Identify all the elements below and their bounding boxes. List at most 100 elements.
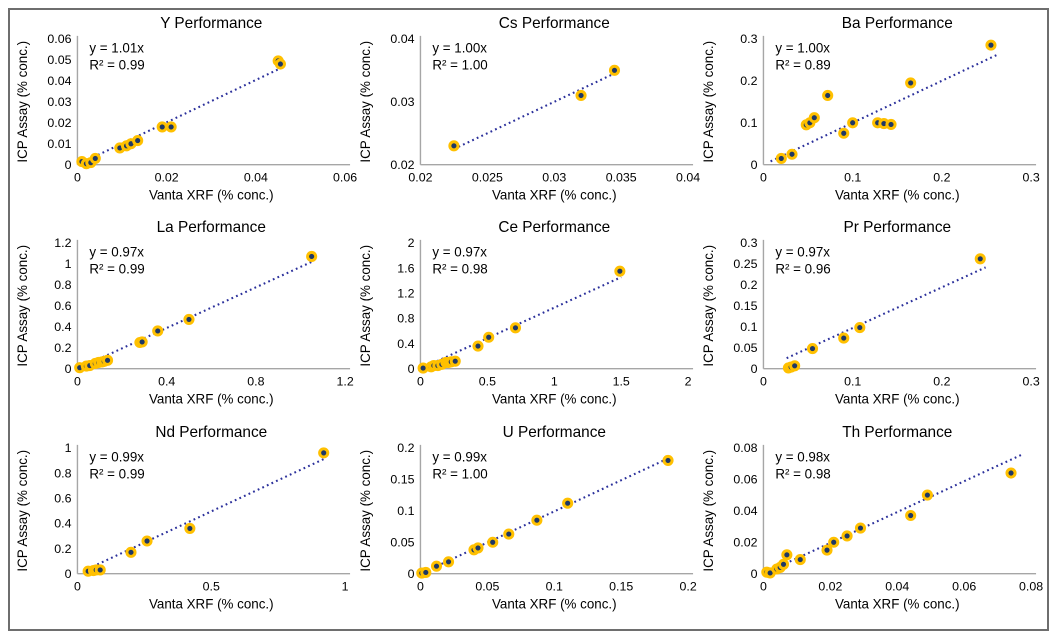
- data-point: [132, 135, 144, 147]
- data-point: [786, 148, 798, 160]
- data-point: [821, 544, 833, 556]
- equation-label: y = 1.00x: [775, 41, 830, 56]
- r-squared-label: R² = 0.98: [432, 262, 487, 277]
- data-point: [125, 546, 137, 558]
- r-squared-label: R² = 0.89: [775, 58, 830, 73]
- y-tick-label: 0.08: [733, 441, 757, 455]
- x-tick-label: 1.2: [337, 375, 354, 389]
- y-tick-label: 0.3: [740, 236, 757, 250]
- chart-title: Y Performance: [160, 15, 262, 32]
- x-tick-label: 0.5: [203, 579, 220, 593]
- x-tick-label: 0.2: [680, 579, 697, 593]
- trendline: [79, 66, 284, 165]
- data-point: [575, 89, 587, 102]
- y-tick-label: 0.2: [397, 441, 414, 455]
- x-tick-label: 0.8: [247, 375, 264, 389]
- chart-ce-performance: 0 0.5 1 1.5 2 0 0.4 0.8 1.2 1.6 2 Vanta XRF (% conc…: [357, 217, 700, 421]
- data-point: [781, 548, 793, 561]
- y-tick-label: 0.6: [54, 299, 71, 313]
- data-point: [89, 152, 101, 164]
- chart-canvas: 0.02 0.025 0.03 0.035 0.04 0.02 0.03 0.04 Vanta …: [358, 15, 700, 203]
- x-tick-label: 0.08: [1019, 579, 1043, 593]
- y-tick-label: 0.1: [397, 504, 414, 518]
- data-point: [822, 89, 834, 102]
- y-tick-label: 0.2: [740, 278, 757, 292]
- x-tick-label: 1: [342, 579, 349, 593]
- trendline: [786, 266, 987, 360]
- data-point: [184, 522, 196, 534]
- x-tick-label: 0.04: [676, 171, 700, 185]
- chart-ba-performance: 0 0.1 0.2 0.3 0 0.1 0.2 0.3 Vanta XRF (% conc.) I…: [700, 13, 1043, 217]
- y-tick-label: 0.04: [390, 32, 414, 46]
- x-tick-label: 0.05: [475, 579, 499, 593]
- x-tick-label: 0.4: [158, 375, 175, 389]
- data-point: [905, 77, 917, 89]
- y-tick-label: 0.4: [397, 337, 414, 351]
- y-tick-label: 0.03: [390, 95, 414, 109]
- data-point: [921, 489, 933, 501]
- y-tick-label: 0.04: [47, 74, 71, 88]
- y-tick-label: 0.02: [47, 116, 71, 130]
- y-tick-label: 0.25: [733, 257, 757, 271]
- y-tick-label: 0: [408, 362, 415, 376]
- data-point: [430, 560, 443, 572]
- data-point: [274, 58, 286, 70]
- x-tick-label: 0.2: [933, 375, 950, 389]
- x-tick-label: 0.1: [844, 171, 861, 185]
- x-tick-label: 0.025: [472, 171, 503, 185]
- y-tick-label: 0.06: [733, 472, 757, 486]
- x-tick-label: 1: [551, 375, 558, 389]
- data-point: [562, 497, 574, 509]
- y-axis-title: ICP Assay (% conc.): [701, 245, 716, 367]
- y-tick-label: 1.2: [54, 236, 71, 250]
- y-tick-label: 0.1: [740, 116, 757, 130]
- y-tick-label: 0.2: [740, 74, 757, 88]
- x-tick-label: 0.3: [1023, 375, 1040, 389]
- trendline: [766, 453, 1022, 573]
- y-axis-title: ICP Assay (% conc.): [358, 245, 373, 367]
- y-axis-title: ICP Assay (% conc.): [15, 450, 30, 572]
- trendline: [79, 260, 315, 369]
- x-tick-label: 0: [760, 579, 767, 593]
- x-tick-label: 0.06: [952, 579, 976, 593]
- y-tick-label: 0.01: [47, 137, 71, 151]
- data-point: [985, 39, 997, 51]
- chart-grid: 0 0.02 0.04 0.06 0 0.01 0.02 0.03 0.04 0.05 0.06 Va…: [14, 13, 1043, 626]
- y-tick-label: 0.8: [397, 312, 414, 326]
- y-tick-label: 0: [65, 362, 72, 376]
- y-axis-title: ICP Assay (% conc.): [358, 41, 373, 163]
- chart-canvas: 0 0.4 0.8 1.2 0 0.2 0.4 0.6 0.8 1 1.2 Vanta XRF (% …: [15, 219, 354, 407]
- x-tick-label: 0: [74, 375, 81, 389]
- r-squared-label: R² = 0.99: [89, 466, 144, 481]
- chart-title: Ba Performance: [842, 15, 953, 32]
- x-tick-label: 0.2: [933, 171, 950, 185]
- x-axis-title: Vanta XRF (% conc.): [835, 392, 960, 407]
- x-axis-title: Vanta XRF (% conc.): [492, 392, 617, 407]
- chart-canvas: 0 0.02 0.04 0.06 0.08 0 0.02 0.04 0.06 0.08 Vanta …: [701, 424, 1043, 612]
- r-squared-label: R² = 0.96: [775, 262, 830, 277]
- chart-th-performance: 0 0.02 0.04 0.06 0.08 0 0.02 0.04 0.06 0.08 Vanta …: [700, 422, 1043, 626]
- data-point: [808, 112, 820, 124]
- x-tick-label: 0: [760, 375, 767, 389]
- chart-title: Cs Performance: [499, 15, 610, 32]
- data-point: [794, 553, 806, 565]
- y-tick-label: 0.15: [390, 472, 414, 486]
- x-tick-label: 0.02: [408, 171, 432, 185]
- y-axis-title: ICP Assay (% conc.): [15, 245, 30, 367]
- x-tick-label: 1.5: [613, 375, 630, 389]
- chart-u-performance: 0 0.05 0.1 0.15 0.2 0 0.05 0.1 0.15 0.2 Vanta XRF …: [357, 422, 700, 626]
- y-tick-label: 0.8: [54, 466, 71, 480]
- data-point: [838, 332, 850, 344]
- y-tick-label: 0: [65, 158, 72, 172]
- trendline: [87, 456, 327, 570]
- data-point: [420, 566, 432, 578]
- chart-title: Nd Performance: [155, 424, 267, 441]
- x-axis-title: Vanta XRF (% conc.): [835, 596, 960, 611]
- y-tick-label: 0.02: [733, 535, 757, 549]
- y-tick-label: 0.15: [733, 299, 757, 313]
- x-tick-label: 0.02: [818, 579, 842, 593]
- y-tick-label: 0.4: [54, 320, 71, 334]
- data-point: [472, 542, 484, 554]
- y-tick-label: 0.2: [54, 341, 71, 355]
- y-tick-label: 0: [408, 567, 415, 581]
